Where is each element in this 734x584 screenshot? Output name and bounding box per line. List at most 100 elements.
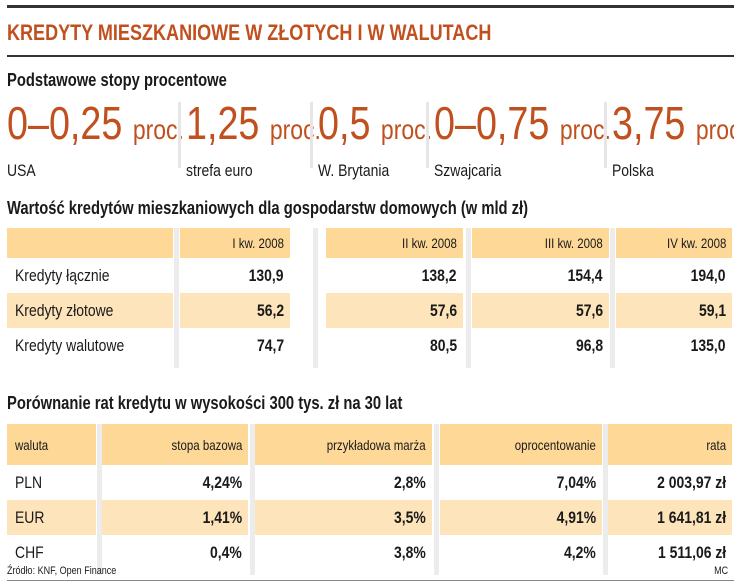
cell-text: 138,2 [422, 265, 457, 285]
table-cell: 4,2% [440, 535, 602, 570]
table-header: waluta stopa bazowa przykładowa marża oproc… [7, 424, 734, 465]
table-cell: CHF [7, 535, 96, 570]
rate-label-text: USA [7, 161, 36, 180]
rate-value: 0–0,25 proc. [7, 98, 223, 155]
cell-text: 57,6 [429, 300, 457, 320]
rate-label: Polska [612, 161, 734, 181]
table-cell: Kredyty złotowe [7, 293, 173, 328]
table-cell: 59,1 [616, 293, 732, 328]
column-header [7, 228, 173, 258]
cell-text: 4,2% [564, 542, 596, 562]
cell-text: waluta [15, 436, 49, 453]
cell-text: 3,5% [394, 507, 426, 527]
table-cell: 1 511,06 zł [607, 535, 732, 570]
table-cell: 56,2 [180, 293, 290, 328]
column-divider [174, 228, 179, 368]
cell-text: III kw. 2008 [544, 235, 603, 251]
rates-heading: Podstawowe stopy procentowe [7, 70, 275, 91]
cell-text: 2,8% [394, 472, 426, 492]
table-cell: 130,9 [180, 258, 290, 293]
column-header: II kw. 2008 [326, 228, 463, 258]
column-header: I kw. 2008 [180, 228, 290, 258]
cell-text: Kredyty walutowe [15, 335, 125, 355]
rates-heading-text: Podstawowe stopy procentowe [7, 70, 227, 90]
table-row: Kredyty łącznie 130,9 138,2 154,4 194,0 [7, 258, 734, 293]
top-rule [7, 5, 734, 8]
loans-table: I kw. 2008 II kw. 2008 III kw. 2008 IV kw. … [7, 228, 734, 368]
cell-text: IV kw. 2008 [666, 235, 726, 251]
rate-number: 0–0,25 [7, 97, 123, 149]
rate-value: 0,5 proc. [318, 98, 457, 155]
installments-table: waluta stopa bazowa przykładowa marża oproc… [7, 424, 734, 575]
author-text: MC [713, 565, 728, 577]
rate-unit: proc. [559, 114, 611, 145]
table-row: PLN 4,24% 2,8% 7,04% 2 003,97 zł [7, 465, 734, 500]
cell-text: I kw. 2008 [232, 235, 284, 251]
column-header: oprocentowanie [440, 424, 602, 465]
cell-text: 194,0 [691, 265, 726, 285]
cell-text: EUR [15, 507, 45, 527]
rate-number: 0,5 [318, 97, 371, 149]
column-header: stopa bazowa [101, 424, 248, 465]
cell-text: 130,9 [249, 265, 284, 285]
cell-text: 0,4% [210, 542, 242, 562]
cell-text: 4,91% [556, 507, 596, 527]
table-cell: 4,91% [440, 500, 602, 535]
column-header: waluta [7, 424, 96, 465]
table-cell: 138,2 [326, 258, 463, 293]
table-cell: 194,0 [616, 258, 732, 293]
cell-text: 7,04% [556, 472, 596, 492]
column-header: IV kw. 2008 [616, 228, 732, 258]
cell-text: 154,4 [568, 265, 603, 285]
table-cell: 2 003,97 zł [607, 465, 732, 500]
rate-item: 0–0,25 proc. USA [7, 98, 223, 180]
cell-text: CHF [15, 542, 44, 562]
rate-number: 1,25 [186, 97, 260, 149]
loans-heading-text: Wartość kredytów mieszkaniowych dla gosp… [7, 198, 529, 218]
source-note: Źródło: KNF, Open Finance [7, 565, 140, 577]
cell-text: 2 003,97 zł [657, 472, 726, 492]
cell-text: 1 511,06 zł [657, 542, 726, 562]
column-divider [178, 102, 181, 168]
column-header: przykładowa marża [255, 424, 432, 465]
table-cell: EUR [7, 500, 96, 535]
column-divider [603, 424, 608, 575]
title-rule [7, 55, 734, 57]
cell-text: oprocentowanie [514, 436, 596, 453]
table-cell: Kredyty walutowe [7, 328, 173, 363]
cell-text: II kw. 2008 [402, 235, 457, 251]
rate-label-text: W. Brytania [318, 161, 390, 180]
rate-label: W. Brytania [318, 161, 457, 181]
table-row: EUR 1,41% 3,5% 4,91% 1 641,81 zł [7, 500, 734, 535]
table-cell: 74,7 [180, 328, 290, 363]
column-divider [426, 102, 429, 168]
rate-value: 0–0,75 proc. [434, 98, 650, 155]
cell-text: PLN [15, 472, 43, 492]
rate-unit: proc. [269, 114, 321, 145]
rate-label: USA [7, 161, 223, 181]
table-row: Kredyty walutowe 74,7 80,5 96,8 135,0 [7, 328, 734, 363]
cell-text: Kredyty łącznie [15, 265, 110, 285]
column-divider [97, 424, 102, 575]
table-cell: 4,24% [101, 465, 248, 500]
cell-text: rata [706, 436, 726, 453]
rate-unit: proc. [695, 114, 734, 145]
table-cell: PLN [7, 465, 96, 500]
table-cell: 57,6 [472, 293, 609, 328]
rate-unit: proc. [132, 114, 184, 145]
cell-text: przykładowa marża [327, 436, 426, 453]
installments-heading-text: Porównanie rat kredytu w wysokości 300 t… [7, 393, 403, 413]
column-divider [250, 424, 255, 575]
cell-text: 1,41% [202, 507, 242, 527]
rate-number: 0–0,75 [434, 97, 550, 149]
cell-text: 57,6 [575, 300, 603, 320]
column-divider [610, 228, 615, 368]
rate-label: strefa euro [186, 161, 351, 181]
cell-text: 56,2 [256, 300, 284, 320]
cell-text: 74,7 [256, 335, 284, 355]
cell-text: 59,1 [698, 300, 726, 320]
table-cell: 2,8% [255, 465, 432, 500]
cell-text: stopa bazowa [171, 436, 242, 453]
cell-text: 1 641,81 zł [657, 507, 726, 527]
